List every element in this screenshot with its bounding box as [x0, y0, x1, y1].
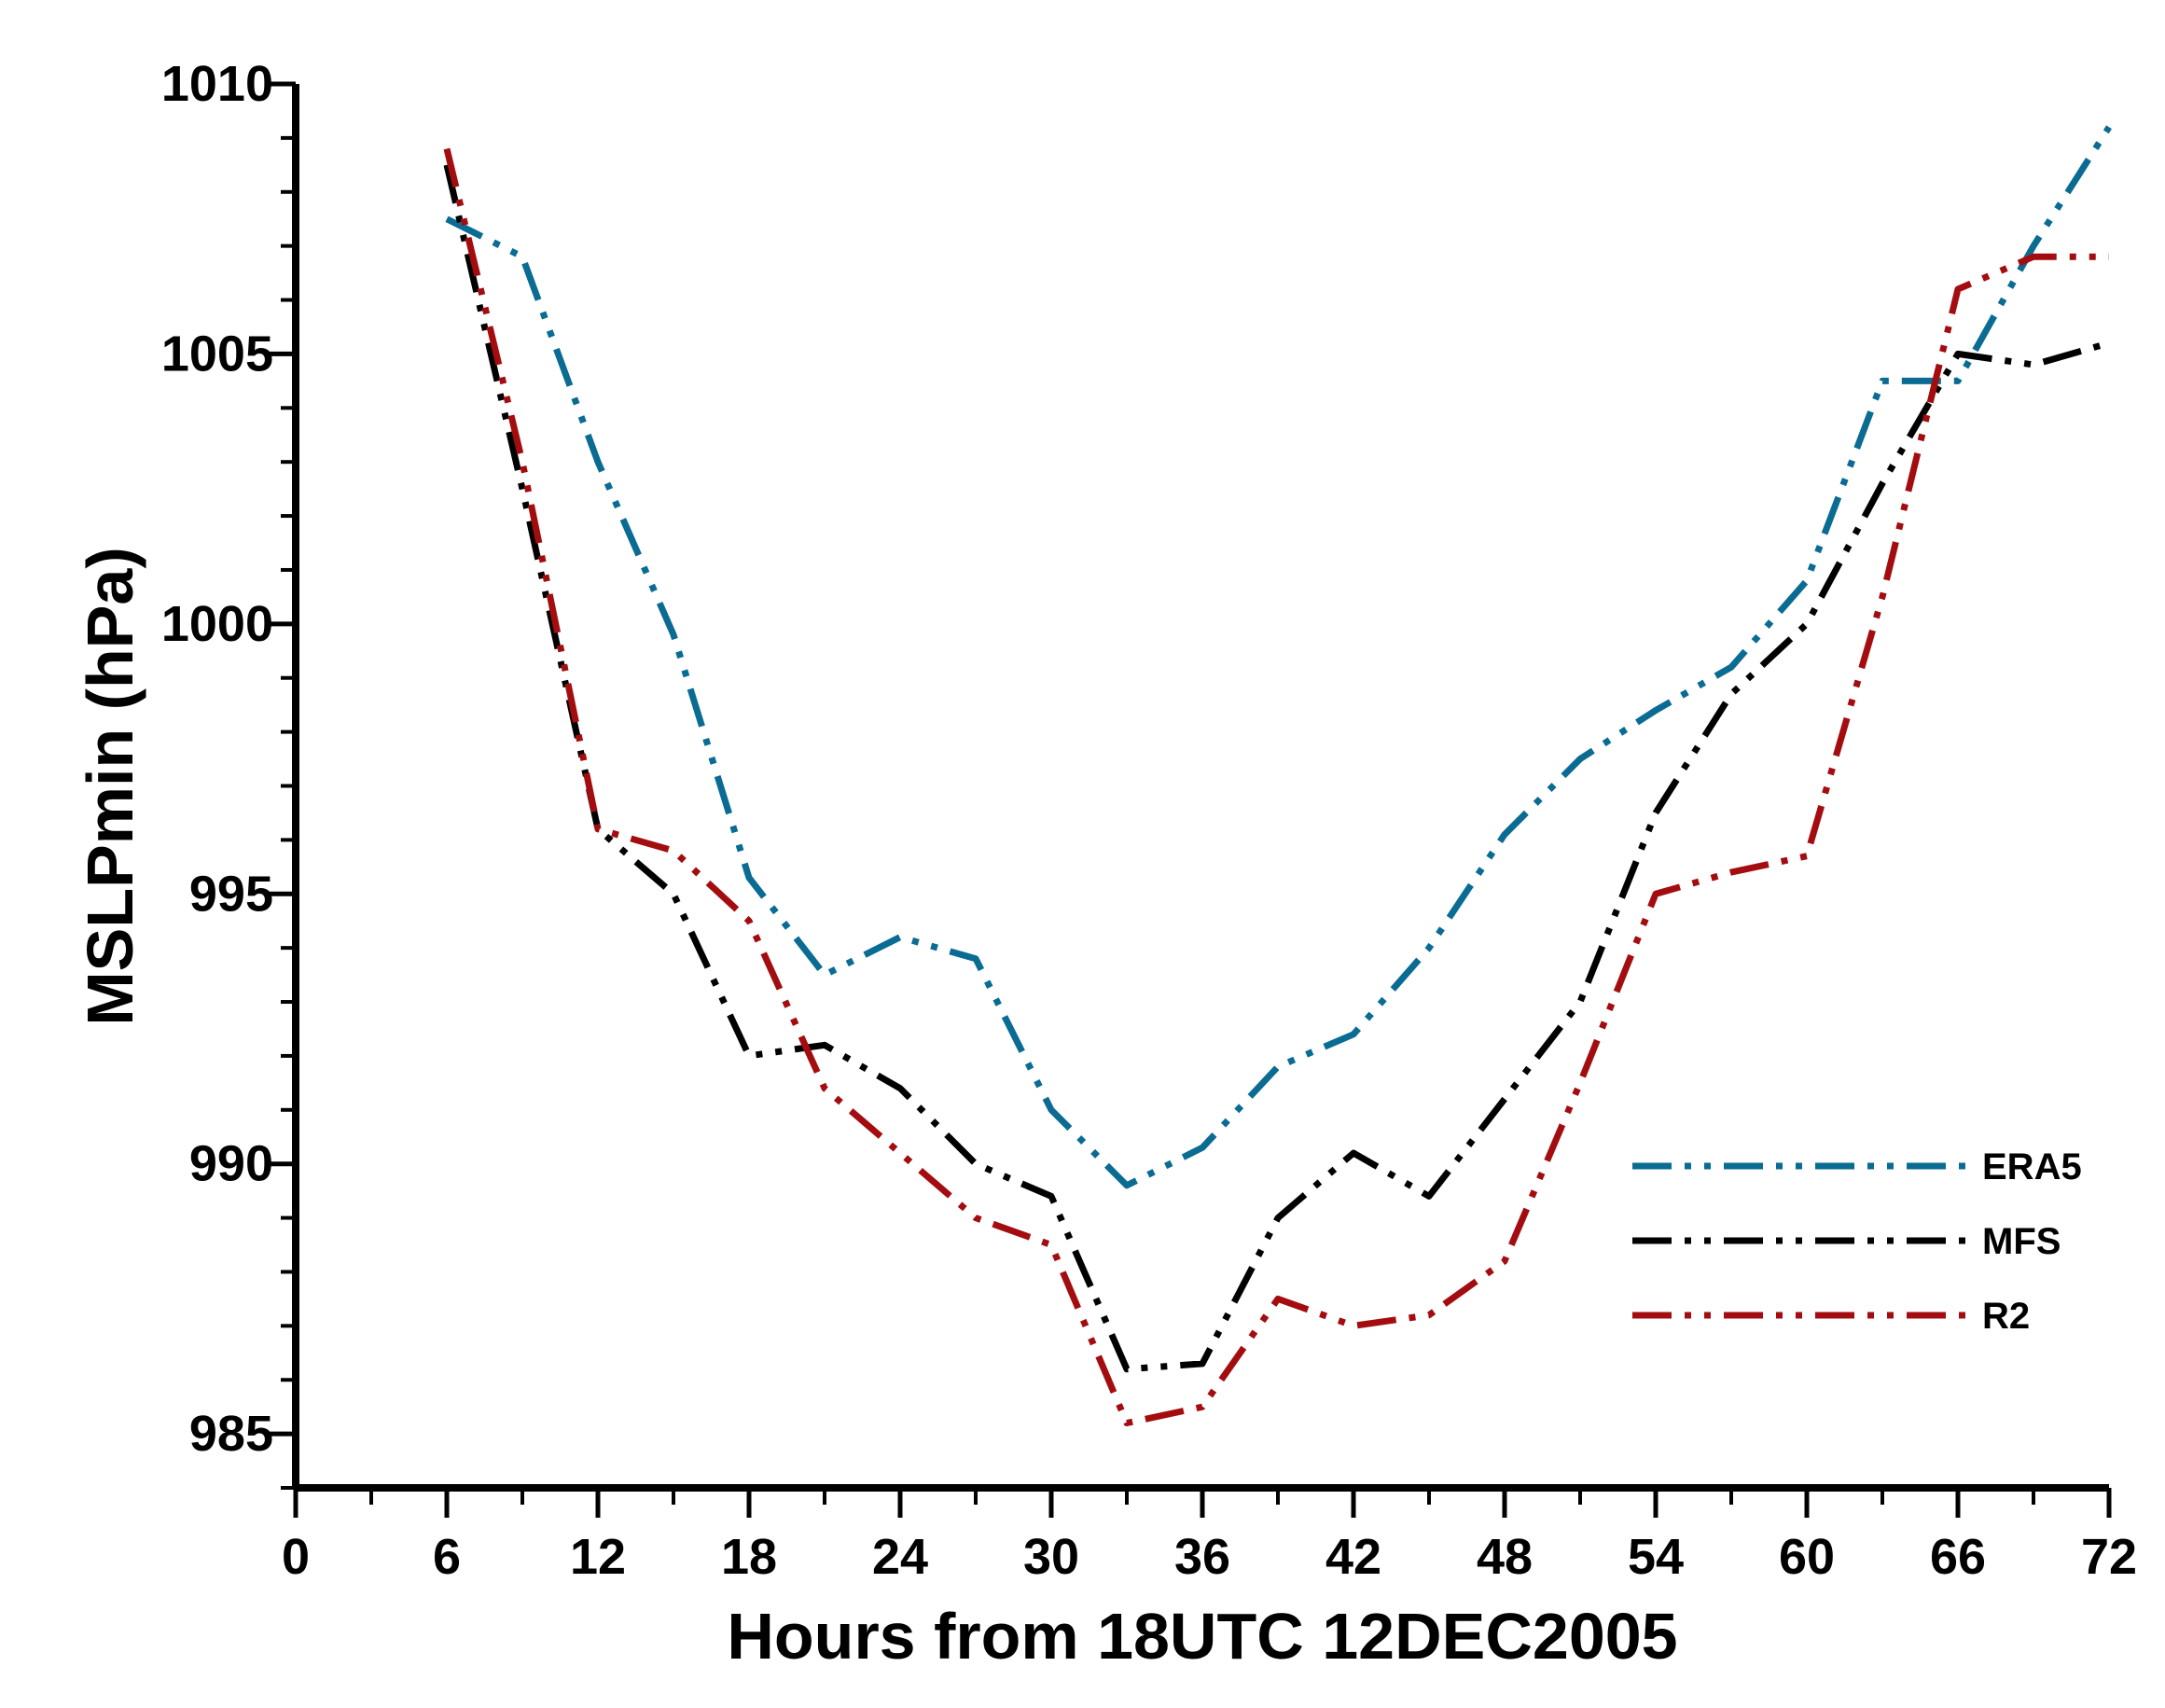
y-tick-label: 995: [189, 866, 273, 922]
x-axis-title: Hours from 18UTC 12DEC2005: [727, 1600, 1677, 1673]
x-tick-label: 48: [1477, 1529, 1533, 1585]
series-line-mfs: [443, 164, 2110, 1373]
x-tick-label: 6: [433, 1529, 461, 1585]
legend-label-era5: ERA5: [1982, 1146, 2082, 1187]
x-tick-label: 12: [570, 1529, 626, 1585]
x-tick-label: 66: [1930, 1529, 1986, 1585]
legend-label-r2: R2: [1982, 1296, 2030, 1337]
series-line-r2: [443, 147, 2109, 1426]
x-tick-label: 24: [872, 1529, 928, 1585]
y-tick-label: 990: [189, 1136, 273, 1192]
x-tick-label: 36: [1174, 1529, 1230, 1585]
y-ticks: 985 990 995 1000 1005 1010: [161, 56, 296, 1490]
y-axis-title: MSLPmin (hPa): [74, 547, 146, 1025]
y-tick-label: 1005: [161, 326, 273, 382]
legend-label-mfs: MFS: [1982, 1221, 2061, 1262]
x-tick-label: 18: [721, 1529, 777, 1585]
x-tick-label: 54: [1628, 1529, 1684, 1585]
y-tick-label: 1000: [161, 596, 273, 652]
series-layer: [443, 125, 2112, 1426]
y-tick-label: 1010: [161, 56, 273, 112]
series-line-era5: [445, 125, 2112, 1189]
x-tick-label: 0: [282, 1529, 310, 1585]
x-tick-label: 42: [1325, 1529, 1381, 1585]
x-tick-label: 30: [1023, 1529, 1079, 1585]
x-tick-label: 72: [2081, 1529, 2137, 1585]
legend: ERA5 MFS R2: [1632, 1146, 2082, 1337]
x-tick-label: 60: [1779, 1529, 1835, 1585]
x-ticks: 0 6 12 18 24 30 36 42 48 54 60 66 72: [282, 1488, 2137, 1585]
y-tick-label: 985: [189, 1406, 273, 1462]
